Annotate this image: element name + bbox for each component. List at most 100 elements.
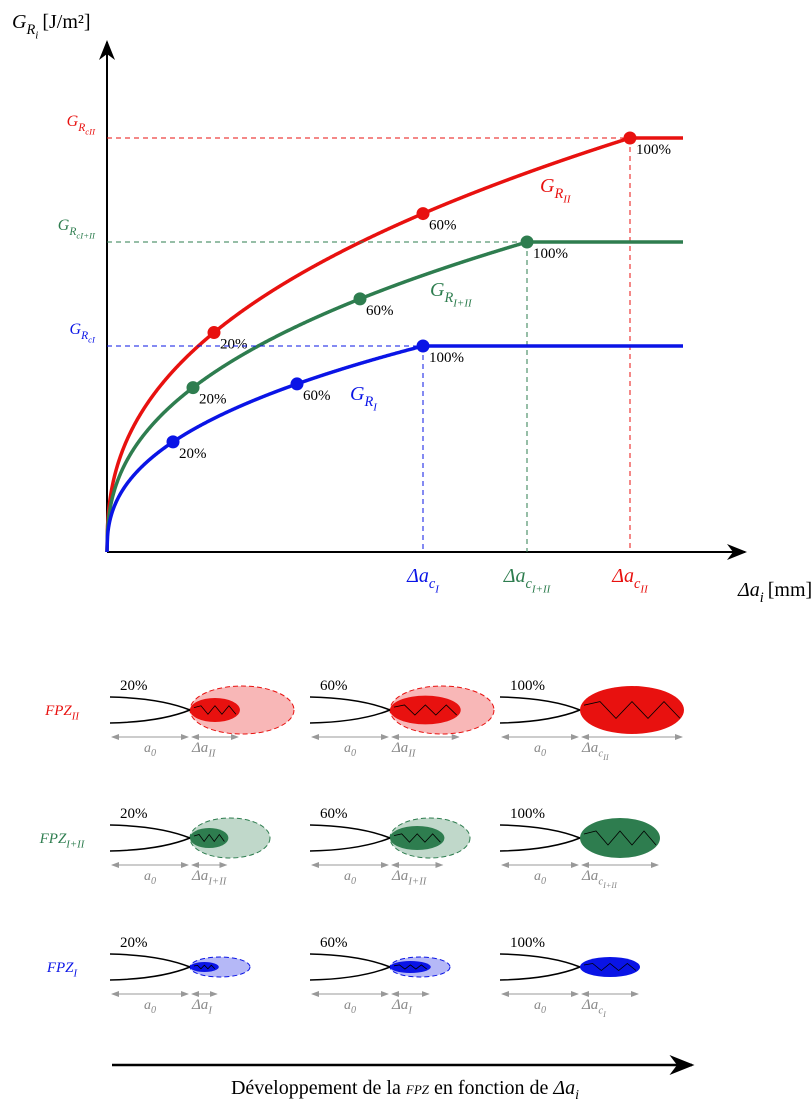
da-label-main: Δa <box>191 740 208 756</box>
curve-point <box>207 326 221 340</box>
crack-lower <box>309 966 391 981</box>
da-label-sub: I+II <box>407 876 427 888</box>
level-label-sub: R <box>68 226 76 238</box>
caption-symbol: Δa <box>552 1077 575 1099</box>
curve-name-sub: R <box>553 186 563 202</box>
a0-label-main: a <box>344 998 351 1013</box>
a0-label: a0 <box>534 741 546 759</box>
y-axis-label-unit: [J/m²] <box>42 11 90 33</box>
crack-upper <box>109 824 191 839</box>
da-label: ΔaI+II <box>391 868 428 888</box>
a0-label: a0 <box>534 998 546 1016</box>
fpz-inner <box>580 686 684 734</box>
y-axis-label-main: G <box>12 11 27 33</box>
crack-upper <box>109 696 191 711</box>
fpz-inner <box>580 818 660 858</box>
da-label: ΔacI <box>581 997 607 1019</box>
curve-name-main: G <box>540 175 555 197</box>
point-label: 60% <box>429 218 457 234</box>
critical-label-subsub: II <box>639 583 649 595</box>
curve <box>105 240 683 553</box>
level-label-main: G <box>58 217 70 234</box>
curve-name-subsub: II <box>562 193 572 205</box>
microcracks <box>193 964 216 970</box>
microcracks <box>583 962 637 972</box>
a0-label-main: a <box>144 998 151 1013</box>
da-label-main: Δa <box>581 997 598 1013</box>
da-label-main: Δa <box>191 868 208 884</box>
a0-label-sub: 0 <box>151 748 156 759</box>
curve-point <box>416 207 430 221</box>
critical-label-sub: c <box>429 576 436 592</box>
fpz-label-sub: I <box>73 968 79 980</box>
da-label: ΔaI+II <box>191 868 228 888</box>
curve-point <box>186 381 200 395</box>
caption: Développement de la FPZ en fonction de Δai <box>231 1077 579 1103</box>
da-label: ΔaII <box>391 740 417 760</box>
crack-lower <box>309 709 391 724</box>
point-label: 60% <box>366 303 394 319</box>
fpz-inner <box>190 962 219 972</box>
critical-label-main: Δa <box>611 565 634 587</box>
point-label: 20% <box>179 446 207 462</box>
curve <box>105 344 683 553</box>
percent-label: 20% <box>120 806 148 822</box>
da-label-sub: I <box>407 1005 413 1017</box>
percent-label: 20% <box>120 678 148 694</box>
da-label: ΔacII <box>581 740 610 762</box>
critical-label-sub: c <box>634 576 641 592</box>
curve-point <box>290 377 304 391</box>
da-label-sub: c <box>598 1005 603 1017</box>
x-axis-label: Δai [mm] <box>737 579 811 606</box>
curve-point <box>416 339 430 353</box>
point-label: 100% <box>429 350 464 366</box>
a0-label-main: a <box>144 741 151 756</box>
crack-upper <box>309 696 391 711</box>
fpz-inner <box>390 826 445 850</box>
curve-name-subsub: I <box>372 401 378 413</box>
a0-label: a0 <box>144 869 156 887</box>
a0-label: a0 <box>534 869 546 887</box>
critical-label: ΔacI <box>406 565 440 595</box>
level-label-subsub: cII <box>85 126 96 136</box>
point-label: 100% <box>533 246 568 262</box>
crack-lower <box>499 837 581 852</box>
da-label-sub: c <box>598 876 603 888</box>
microcracks <box>393 833 441 843</box>
a0-label-main: a <box>534 998 541 1013</box>
curve-name: GRI <box>350 383 378 413</box>
curve-name-subsub: I+II <box>452 297 473 309</box>
curve-point <box>623 131 637 145</box>
level-label-main: G <box>70 321 82 338</box>
x-axis-label-main: Δa <box>737 579 760 601</box>
fpz-label-main: FPZ <box>39 831 67 847</box>
crack-lower <box>499 966 581 981</box>
curve-point <box>166 435 180 449</box>
fpz-inner <box>390 695 461 725</box>
curve-point <box>520 235 534 249</box>
fpz-inner <box>190 698 240 722</box>
da-label-main: Δa <box>581 740 598 756</box>
fpz-label-sub: II <box>71 711 81 723</box>
caption-sub: i <box>575 1088 579 1103</box>
a0-label: a0 <box>144 998 156 1016</box>
point-label: 60% <box>303 388 331 404</box>
level-label-sub: R <box>77 122 85 134</box>
point-label: 20% <box>199 392 227 408</box>
a0-label-sub: 0 <box>541 748 546 759</box>
da-label: ΔaI <box>191 997 213 1017</box>
critical-label-main: Δa <box>503 565 526 587</box>
a0-label: a0 <box>344 869 356 887</box>
a0-label-sub: 0 <box>351 1005 356 1016</box>
a0-label-sub: 0 <box>351 876 356 887</box>
crack-upper <box>499 824 581 839</box>
fpz-label-main: FPZ <box>44 703 72 719</box>
da-label-sub: II <box>407 748 417 760</box>
y-axis-label-subsub: i <box>35 29 38 41</box>
fpz-label-sub: I+II <box>65 839 85 851</box>
crack-lower <box>109 966 191 981</box>
da-label-main: Δa <box>581 868 598 884</box>
a0-label-sub: 0 <box>151 876 156 887</box>
percent-label: 60% <box>320 806 348 822</box>
a0-label-sub: 0 <box>151 1005 156 1016</box>
